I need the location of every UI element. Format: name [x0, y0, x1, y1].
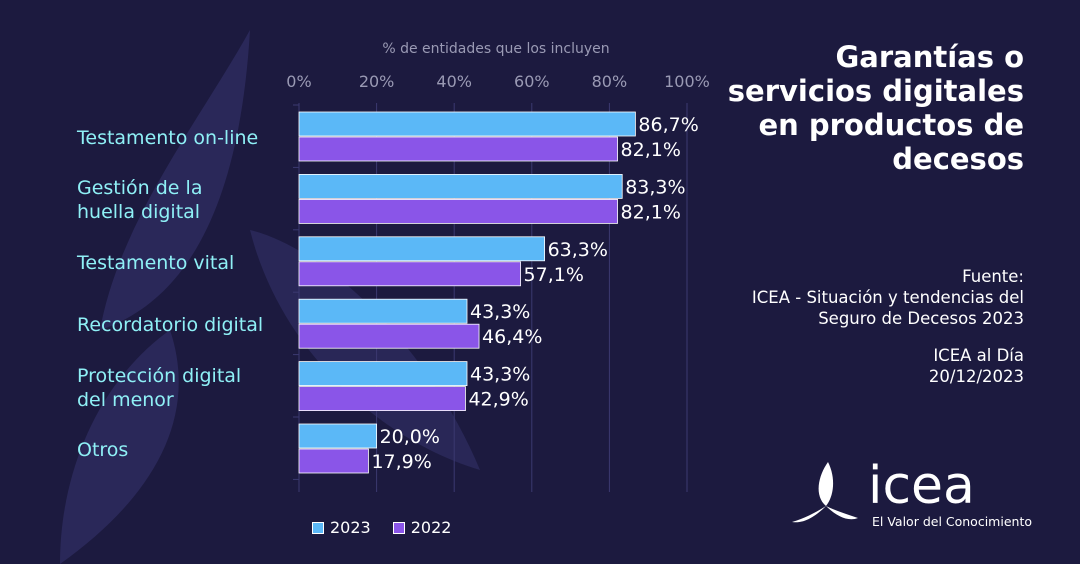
title-line: en productos de — [758, 108, 1024, 142]
x-tick-label: 0% — [286, 72, 311, 91]
legend-swatch-2023 — [312, 521, 324, 534]
legend-swatch-2022 — [392, 521, 405, 534]
icea-logo-icon — [792, 462, 858, 523]
bar-2022 — [298, 386, 466, 412]
publication-name: ICEA al Día — [933, 346, 1024, 365]
bar-value-label: 17,9% — [371, 451, 431, 473]
bar-value-label: 43,3% — [470, 301, 530, 323]
x-tick-label: 40% — [436, 72, 472, 91]
legend-item-2022: 2022 — [392, 518, 452, 537]
bar-value-label: 82,1% — [621, 201, 681, 223]
bar-2022 — [298, 323, 480, 349]
legend-item-2023: 2023 — [312, 518, 371, 537]
title-line: decesos — [892, 142, 1024, 176]
title-line: Garantías o — [835, 40, 1024, 74]
bar-2023 — [298, 236, 546, 262]
bar-2023 — [298, 111, 636, 137]
category-label: Gestión de la huella digital — [77, 177, 203, 224]
source-line: Seguro de Decesos 2023 — [818, 309, 1024, 328]
bar-value-label: 42,9% — [468, 389, 528, 411]
x-tick-label: 60% — [514, 72, 550, 91]
bar-2022 — [298, 198, 618, 224]
bar-2022 — [298, 136, 618, 162]
background-petal-upper — [100, 30, 250, 330]
source-block: Fuente: ICEA - Situación y tendencias de… — [704, 266, 1024, 387]
legend: 2023 2022 — [312, 518, 473, 537]
source-label: Fuente: — [962, 267, 1024, 286]
x-axis-label: % de entidades que los incluyen — [382, 41, 609, 57]
x-tick-label: 20% — [359, 72, 395, 91]
category-label: Testamento vital — [77, 251, 235, 274]
title-line: servicios digitales — [727, 74, 1024, 108]
bar-value-label: 63,3% — [548, 239, 608, 261]
bar-2023 — [298, 298, 468, 324]
publication-date: 20/12/2023 — [928, 367, 1024, 386]
category-label: Protección digital del menor — [77, 364, 242, 411]
bar-2023 — [298, 423, 377, 449]
category-label: Recordatorio digital — [77, 314, 264, 337]
bar-value-label: 43,3% — [470, 364, 530, 386]
bar-2023 — [298, 361, 468, 387]
bar-value-label: 20,0% — [380, 426, 440, 448]
bar-2022 — [298, 261, 521, 287]
bar-value-label: 46,4% — [482, 326, 542, 348]
x-tick-label: 100% — [664, 72, 710, 91]
bar-value-label: 82,1% — [621, 139, 681, 161]
background-petal-left — [60, 330, 179, 564]
bar-value-label: 86,7% — [638, 114, 698, 136]
legend-label-2023: 2023 — [330, 518, 371, 537]
source-line: ICEA - Situación y tendencias del — [751, 288, 1024, 307]
category-label: Testamento on-line — [77, 127, 259, 149]
bar-2023 — [298, 173, 623, 199]
icea-logo: icea El Valor del Conocimiento — [788, 456, 1038, 536]
icea-logo-word: icea — [868, 456, 975, 516]
bar-2022 — [298, 448, 369, 474]
icea-logo-tagline: El Valor del Conocimiento — [872, 514, 1032, 529]
bar-value-label: 57,1% — [524, 264, 584, 286]
bar-value-label: 83,3% — [625, 176, 685, 198]
x-tick-label: 80% — [592, 72, 628, 91]
legend-label-2022: 2022 — [410, 518, 452, 537]
chart-title: Garantías o servicios digitales en produ… — [724, 40, 1024, 176]
category-label: Otros — [77, 439, 129, 461]
